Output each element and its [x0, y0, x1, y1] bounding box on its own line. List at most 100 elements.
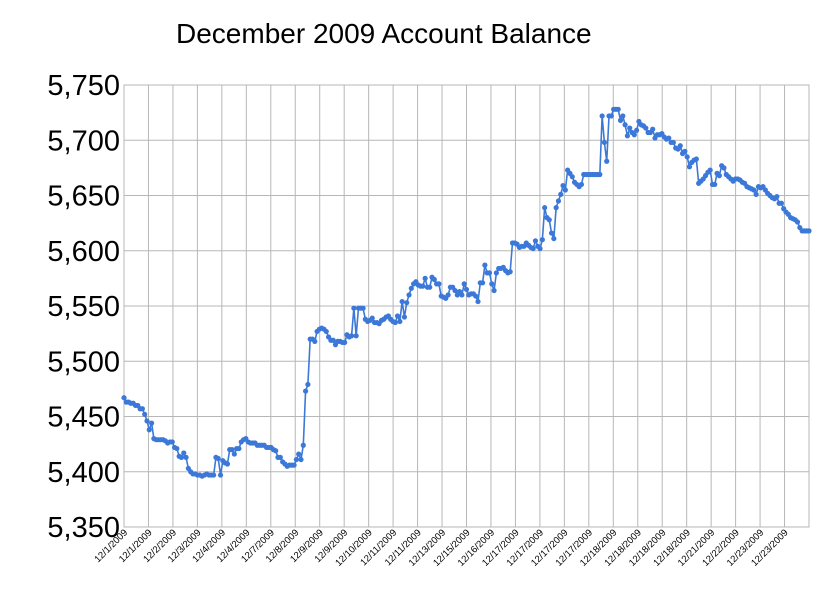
- y-tick-label: 5,500: [47, 346, 120, 378]
- data-point: [569, 174, 575, 180]
- data-point: [445, 292, 451, 298]
- data-point: [599, 113, 605, 119]
- data-point: [546, 217, 552, 223]
- data-point: [369, 315, 375, 321]
- data-point: [183, 454, 189, 460]
- chart-title: December 2009 Account Balance: [176, 18, 592, 49]
- data-point: [634, 127, 640, 133]
- y-tick-label: 5,700: [47, 125, 120, 157]
- data-point: [397, 318, 403, 325]
- data-point: [489, 281, 495, 287]
- data-point: [627, 125, 633, 131]
- data-point: [643, 125, 649, 131]
- data-point: [608, 113, 614, 119]
- data-point: [539, 237, 545, 243]
- data-point: [211, 472, 217, 478]
- data-point: [178, 454, 185, 460]
- data-point: [174, 445, 180, 452]
- y-tick-label: 5,350: [47, 512, 120, 544]
- data-point: [121, 395, 127, 401]
- data-point: [139, 406, 145, 412]
- data-point: [707, 167, 713, 173]
- data-point: [530, 245, 536, 252]
- data-point: [666, 135, 672, 141]
- data-point: [229, 447, 235, 453]
- data-point: [436, 281, 442, 287]
- y-tick-label: 5,550: [47, 291, 120, 323]
- data-point: [231, 451, 237, 457]
- data-point: [342, 339, 348, 346]
- data-point: [622, 122, 628, 128]
- data-point: [617, 117, 624, 123]
- data-point: [300, 442, 306, 448]
- data-point: [555, 198, 562, 204]
- data-point: [169, 439, 175, 445]
- data-point: [394, 313, 401, 319]
- data-point: [507, 269, 513, 275]
- data-point: [298, 456, 304, 463]
- x-axis-tick-labels: 12/1/200912/1/200912/2/200912/3/200912/4…: [92, 527, 790, 568]
- data-point: [224, 461, 231, 467]
- data-point: [721, 165, 727, 171]
- data-point: [684, 154, 690, 160]
- data-point: [537, 245, 543, 252]
- data-point: [753, 191, 759, 197]
- data-point: [682, 148, 688, 154]
- data-point: [459, 292, 465, 298]
- data-point: [404, 300, 410, 306]
- data-point: [431, 276, 437, 283]
- data-point: [615, 106, 621, 112]
- data-point: [560, 182, 566, 189]
- data-point: [406, 292, 412, 298]
- data-point: [463, 286, 470, 293]
- data-point: [148, 420, 155, 426]
- data-point: [461, 281, 467, 287]
- data-point: [486, 270, 493, 276]
- data-point: [296, 451, 302, 457]
- data-point: [408, 285, 414, 291]
- data-point: [146, 427, 152, 433]
- data-point: [558, 191, 564, 197]
- data-point: [491, 287, 497, 294]
- data-point: [330, 337, 336, 343]
- data-point: [686, 164, 693, 170]
- data-point: [392, 319, 398, 326]
- y-tick-label: 5,650: [47, 181, 120, 213]
- data-point: [716, 173, 722, 179]
- data-point: [427, 284, 433, 290]
- data-point: [420, 283, 426, 289]
- gridlines: [123, 84, 810, 528]
- data-point: [778, 200, 785, 206]
- data-point: [305, 381, 311, 388]
- data-point: [217, 472, 224, 478]
- data-point: [475, 298, 481, 305]
- data-point: [479, 280, 486, 286]
- data-point: [302, 388, 309, 394]
- data-point: [751, 187, 757, 193]
- data-point: [806, 228, 812, 234]
- data-point: [548, 230, 555, 236]
- data-point: [181, 450, 187, 456]
- data-point: [542, 205, 548, 211]
- data-point: [631, 132, 637, 138]
- data-point: [452, 287, 458, 294]
- data-point: [774, 194, 780, 200]
- data-point: [578, 181, 585, 188]
- data-point: [693, 156, 699, 162]
- data-point: [401, 314, 408, 320]
- data-point: [562, 187, 568, 193]
- data-point: [236, 445, 242, 452]
- data-point: [277, 454, 283, 460]
- data-point: [422, 275, 428, 281]
- data-point: [677, 143, 683, 149]
- data-point: [604, 158, 610, 164]
- data-point: [399, 298, 405, 305]
- y-axis-tick-labels: 5,350 5,400 5,450 5,500 5,550 5,600 5,650 5,700…: [47, 70, 120, 544]
- y-tick-label: 5,400: [47, 457, 120, 489]
- data-point: [142, 411, 148, 417]
- data-point: [650, 126, 656, 132]
- data-point: [360, 305, 366, 311]
- data-point: [348, 333, 355, 339]
- data-point: [551, 235, 557, 242]
